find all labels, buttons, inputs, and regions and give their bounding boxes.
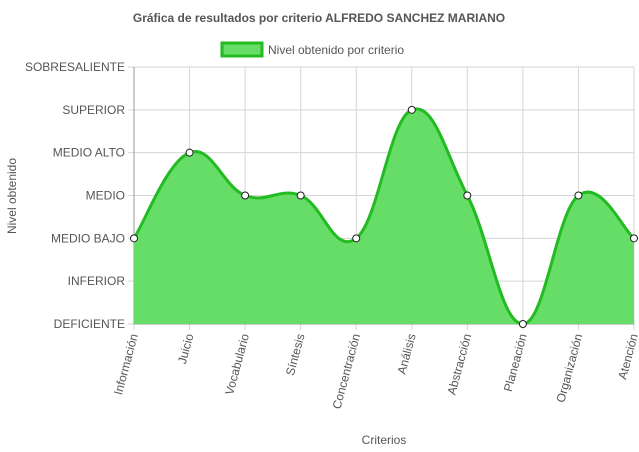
x-tick-label: Análisis [394,332,418,376]
y-tick-label: MEDIO ALTO [53,146,125,160]
legend-swatch [220,41,264,58]
data-point [518,320,527,328]
x-tick-label: Atención [615,332,639,381]
y-tick-label: INFERIOR [68,274,126,288]
x-tick-label: Juicio [175,332,197,366]
series-fill [134,108,634,324]
x-tick-label: Organización [554,332,586,404]
y-tick-label: MEDIO [86,189,125,203]
series-area [132,107,636,326]
data-point [407,105,416,114]
x-tick-label: Información [111,332,141,396]
x-tick-label: Vocabulario [222,332,252,397]
data-point [352,234,361,243]
x-tick-label: Síntesis [283,332,308,377]
y-tick-label: SOBRESALIENTE [25,60,125,74]
chart-title: Gráfica de resultados por criterio ALFRE… [133,11,505,25]
legend-label: Nivel obtenido por criterio [268,43,404,57]
x-tick-label: Concentración [330,332,364,410]
y-tick-label: DEFICIENTE [54,317,125,331]
y-tick-label: MEDIO BAJO [51,231,125,245]
data-point [185,148,194,157]
series-line [132,107,636,326]
data-point [463,191,472,200]
legend[interactable]: Nivel obtenido por criterio [220,41,404,58]
data-point [574,191,583,200]
y-axis-label: Nivel obtenido [5,158,19,234]
data-points [130,105,638,328]
x-tick-label: Planeación [501,332,530,393]
data-point [296,191,305,200]
data-point [630,234,638,243]
x-tick-label: Abstracción [444,332,474,396]
data-point [241,191,250,200]
x-tick-labels: Información Juicio Vocabulario Síntesis Conc… [111,332,639,411]
y-tick-label: SUPERIOR [62,103,125,117]
x-axis-label: Criterios [362,433,407,447]
data-point [130,234,138,243]
y-tick-labels: DEFICIENTE INFERIOR MEDIO BAJO MEDIO MEDIO A… [25,60,125,331]
